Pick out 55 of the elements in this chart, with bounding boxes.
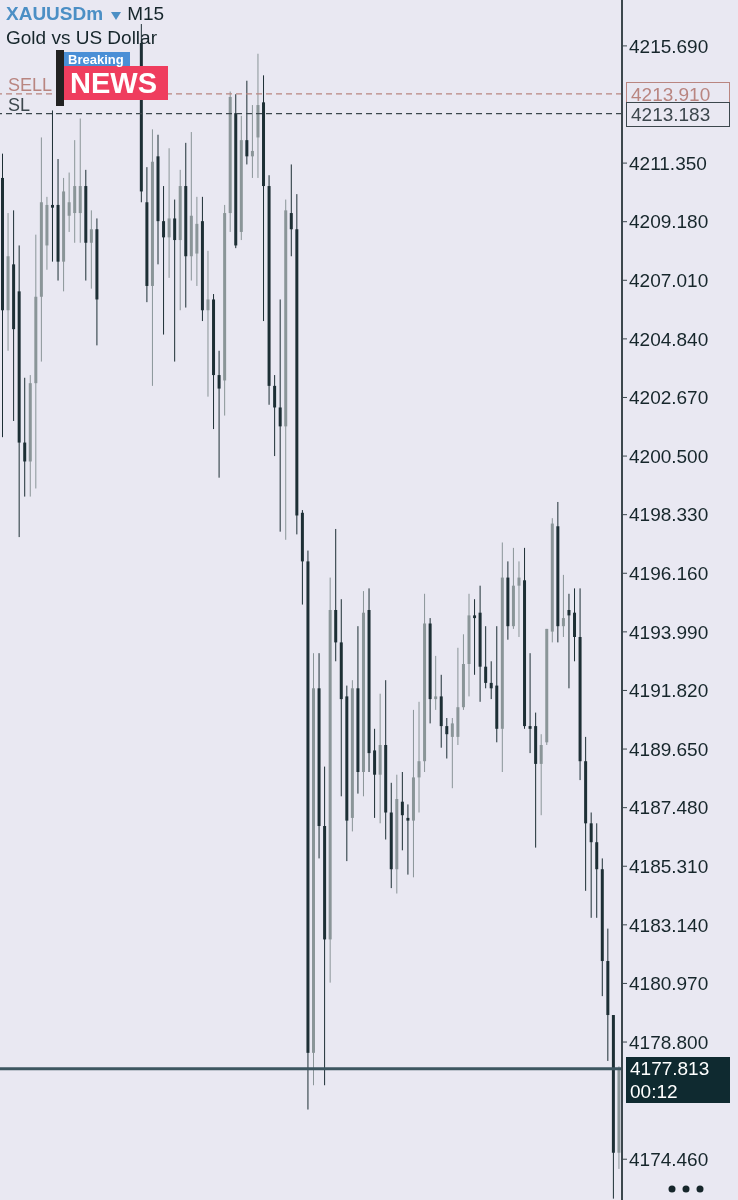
candlestick	[23, 377, 27, 498]
candlestick	[289, 163, 293, 257]
annotation: M15	[127, 3, 165, 24]
ref-line-label: SELL	[8, 74, 53, 95]
candlestick	[561, 574, 565, 638]
candlestick	[50, 109, 54, 263]
candlestick	[250, 104, 254, 179]
y-tick-label: 4204.840	[629, 328, 709, 350]
candlestick	[400, 771, 404, 851]
candlestick	[417, 701, 421, 814]
y-tick-label: 4198.330	[629, 504, 709, 526]
y-tick-label: 4187.480	[629, 797, 709, 819]
candlestick	[89, 209, 93, 290]
y-tick-label: 4207.010	[629, 270, 709, 292]
chart-title: XAUUSDm	[6, 3, 104, 24]
candlestick	[589, 812, 593, 919]
candlestick	[489, 660, 493, 700]
y-tick-label: 4211.350	[629, 152, 707, 174]
y-tick-label: 4209.180	[629, 211, 709, 233]
y-tick-label: 4174.460	[629, 1148, 709, 1170]
y-tick-label: 4183.140	[629, 914, 709, 936]
annotation: Breaking	[68, 52, 124, 67]
y-tick-label: 4180.970	[629, 973, 709, 995]
candlestick	[406, 803, 410, 876]
candlestick	[67, 172, 71, 233]
candlestick	[473, 598, 477, 676]
candlestick	[450, 717, 454, 789]
candlestick	[206, 250, 210, 398]
candlestick	[517, 560, 521, 638]
candlestick	[278, 298, 282, 533]
candlestick	[567, 593, 571, 689]
candlestick	[162, 185, 166, 336]
candlestick	[434, 655, 438, 711]
y-tick-label: 4191.820	[629, 680, 709, 702]
candlestick	[217, 350, 221, 479]
text: 00:12	[630, 1079, 679, 1103]
candlestick	[273, 374, 277, 457]
y-tick-label: 4200.500	[629, 445, 709, 467]
annotation: NEWS	[70, 67, 157, 99]
y-tick-label: 4215.690	[629, 35, 709, 57]
candlestick	[245, 80, 249, 165]
y-tick-label: 4202.670	[629, 387, 709, 409]
y-tick-label: 4185.310	[629, 855, 709, 877]
y-tick-label: 4189.650	[629, 738, 709, 760]
candlestick	[528, 652, 532, 754]
y-tick-label: 4196.160	[629, 563, 709, 585]
y-tick-label: 4178.800	[629, 1031, 709, 1053]
ref-line-label: SL	[8, 94, 31, 115]
candlestick	[445, 717, 449, 760]
y-tick-label: 4193.990	[629, 621, 709, 643]
candlestick	[539, 733, 543, 816]
text: 4177.813	[630, 1056, 711, 1080]
candlestick	[167, 147, 171, 279]
candlestick	[484, 625, 488, 689]
candlestick	[173, 199, 177, 363]
